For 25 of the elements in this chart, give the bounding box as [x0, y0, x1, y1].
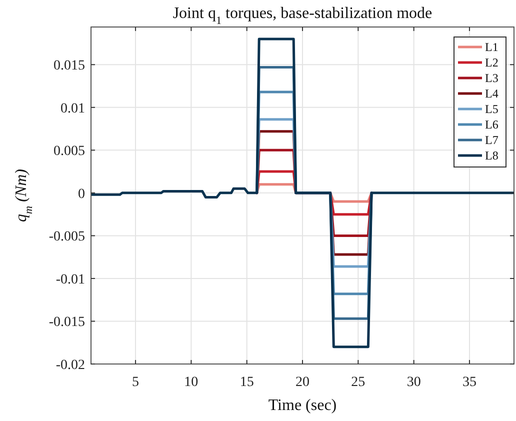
y-tick-label: -0.02	[56, 358, 85, 373]
legend-label: L2	[485, 56, 498, 70]
y-tick-label: 0.01	[60, 101, 85, 116]
x-tick-label: 35	[462, 375, 476, 390]
x-tick-label: 20	[296, 375, 310, 390]
y-tick-label: 0	[78, 186, 85, 202]
legend-label: L3	[485, 71, 498, 86]
y-tick-label: 0.015	[54, 58, 85, 74]
legend-label: L5	[485, 102, 498, 116]
x-axis-title: Time (sec)	[268, 397, 337, 414]
y-tick-label: -0.015	[48, 315, 85, 330]
x-tick-label: 15	[240, 375, 254, 390]
y-tick-label: -0.01	[56, 272, 85, 288]
legend-label: L4	[485, 86, 498, 101]
legend-label: L1	[485, 40, 498, 54]
y-tick-label: -0.005	[48, 230, 85, 245]
legend-label: L8	[485, 148, 498, 163]
chart-title: Joint q$_{1}$ torques, base-stabilization mode	[172, 5, 432, 27]
x-tick-label: 5	[132, 375, 140, 390]
legend-label: L6	[485, 118, 498, 132]
y-tick-label: 0.005	[54, 144, 85, 160]
x-tick-label: 30	[406, 375, 421, 390]
legend-label: L7	[485, 133, 498, 148]
x-tick-label: 25	[351, 375, 366, 390]
x-tick-label: 10	[184, 375, 198, 390]
